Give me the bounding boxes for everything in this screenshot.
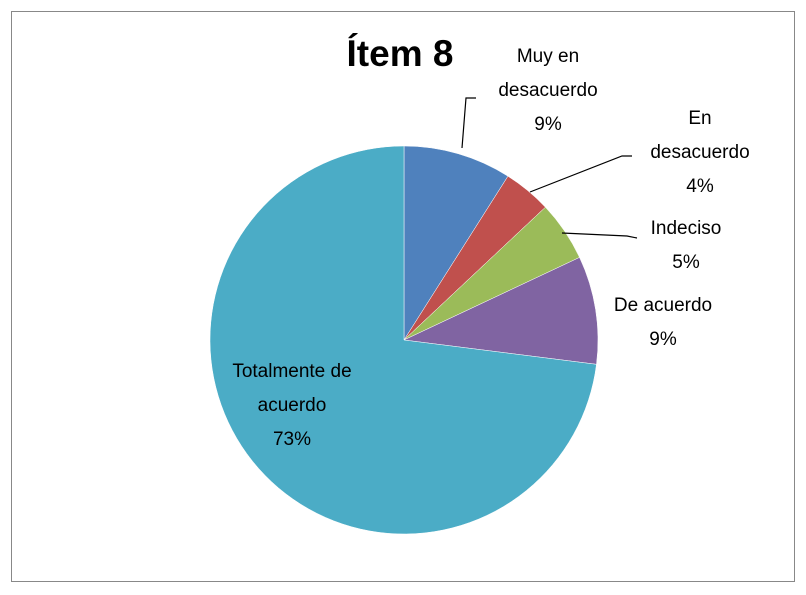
data-label: Muy en desacuerdo 9% (498, 40, 598, 142)
pie-slice (209, 145, 597, 535)
category-label: De acuerdo (613, 295, 713, 316)
category-label: En desacuerdo (650, 108, 750, 163)
pie-slice (403, 257, 599, 365)
value-label: 5% (672, 252, 700, 273)
data-label: Totalmente de acuerdo 73% (222, 355, 362, 457)
leader-line (461, 97, 476, 149)
data-label: Indeciso 5% (636, 212, 736, 280)
value-label: 9% (649, 329, 677, 350)
category-label: Totalmente de acuerdo (232, 361, 352, 416)
value-label: 9% (534, 114, 562, 135)
pie-slice (403, 145, 509, 341)
chart-title: Ítem 8 (347, 33, 454, 74)
category-label: Indeciso (650, 218, 722, 239)
category-label: Muy en desacuerdo (498, 46, 598, 101)
leader-line (561, 232, 638, 239)
slices (209, 145, 599, 535)
leader-line (529, 155, 632, 193)
value-label: 73% (272, 429, 312, 450)
data-label: De acuerdo 9% (593, 289, 733, 357)
value-label: 4% (686, 176, 714, 197)
data-label: En desacuerdo 4% (650, 102, 750, 204)
